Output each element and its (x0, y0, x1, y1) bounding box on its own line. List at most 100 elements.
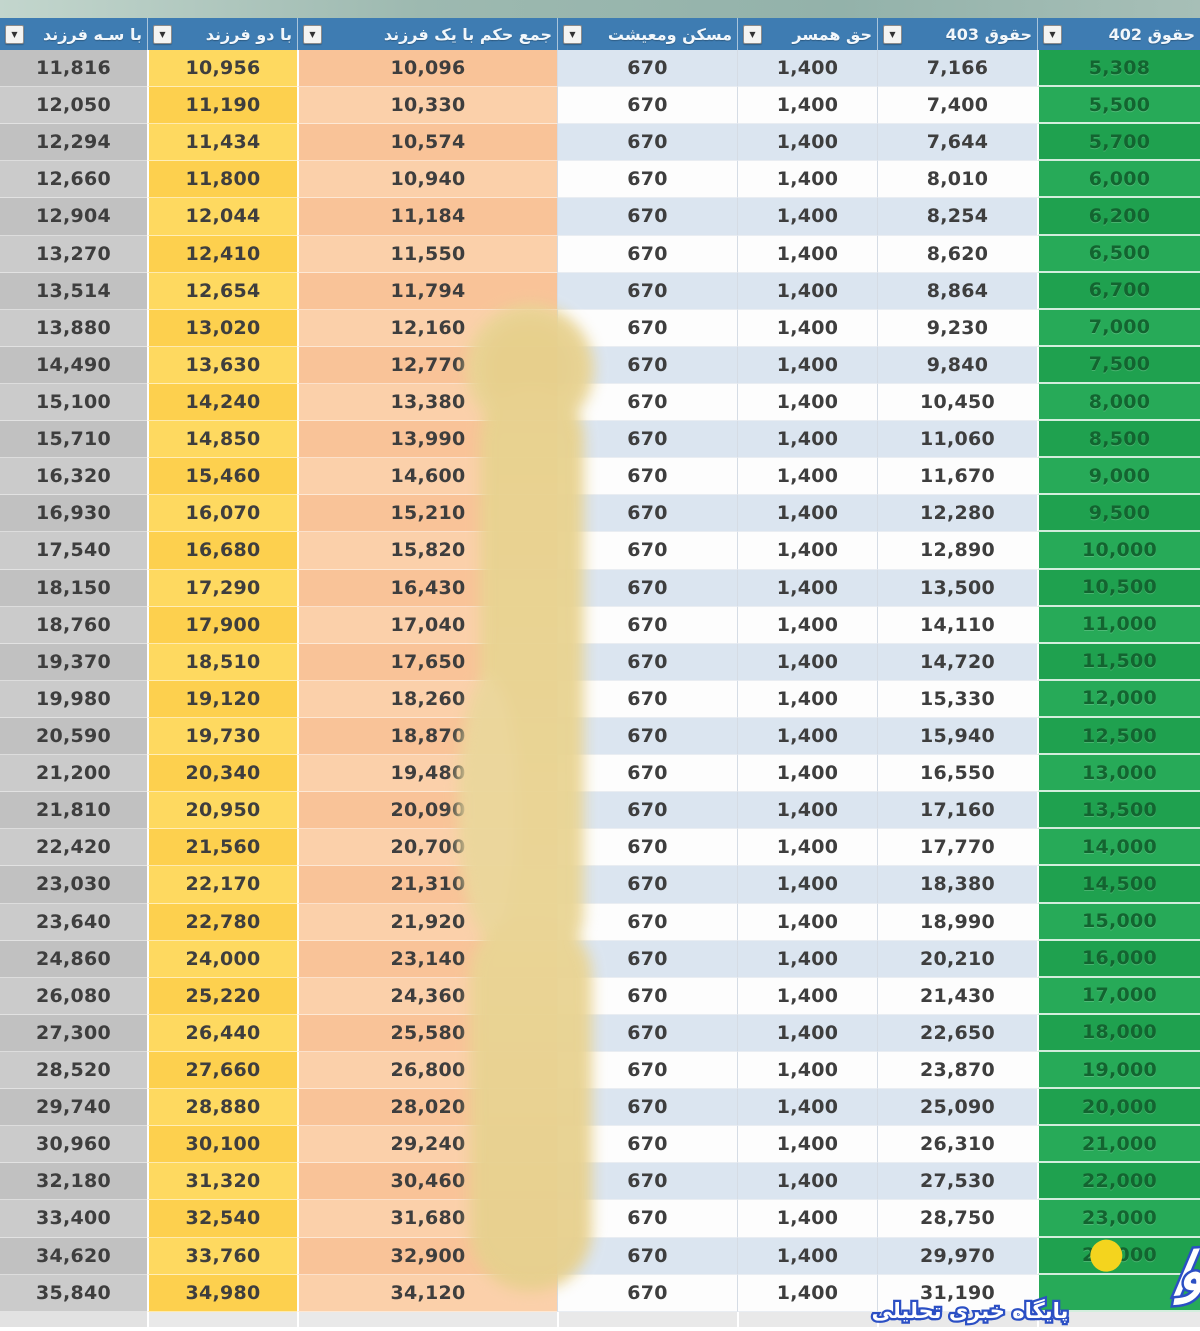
cell-r10-c0[interactable]: 15,100 (0, 383, 147, 422)
cell-r21-c2[interactable]: 20,090 (297, 792, 557, 830)
header-housing[interactable]: ▼ مسکن ومعیشت (557, 18, 737, 50)
cell-r17-c5[interactable]: 14,720 (877, 643, 1037, 681)
cell-r22-c0[interactable]: 22,420 (0, 829, 147, 867)
cell-r5-c5[interactable]: 8,254 (877, 198, 1037, 236)
cell-r1-c5[interactable]: 7,166 (877, 50, 1037, 88)
cell-r24-c3[interactable]: 670 (557, 903, 737, 941)
cell-r7-c1[interactable]: 12,654 (147, 272, 297, 310)
cell-r9-c2[interactable]: 12,770 (297, 346, 557, 384)
cell-r12-c2[interactable]: 14,600 (297, 458, 557, 496)
cell-r3-c3[interactable]: 670 (557, 124, 737, 162)
cell-r27-c6[interactable]: 18,000 (1037, 1014, 1200, 1052)
cell-r32-c1[interactable]: 32,540 (147, 1200, 297, 1238)
cell-r28-c5[interactable]: 23,870 (877, 1051, 1037, 1090)
cell-r33-c6[interactable]: 24,000 (1037, 1237, 1200, 1275)
cell-r11-c5[interactable]: 11,060 (877, 421, 1037, 459)
cell-r30-c4[interactable]: 1,400 (737, 1126, 877, 1164)
cell-r1-c3[interactable]: 670 (557, 50, 737, 88)
cell-r27-c5[interactable]: 22,650 (877, 1014, 1037, 1052)
cell-r25-c5[interactable]: 20,210 (877, 940, 1037, 978)
cell-r8-c6[interactable]: 7,000 (1037, 309, 1200, 347)
cell-r12-c6[interactable]: 9,000 (1037, 458, 1200, 496)
header-spouse-allowance[interactable]: ▼ حق همسر (737, 18, 877, 50)
cell-r18-c0[interactable]: 19,980 (0, 680, 147, 718)
cell-r27-c2[interactable]: 25,580 (297, 1014, 557, 1052)
cell-r5-c3[interactable]: 670 (557, 198, 737, 236)
cell-r24-c6[interactable]: 15,000 (1037, 903, 1200, 941)
cell-r29-c3[interactable]: 670 (557, 1089, 737, 1127)
cell-r32-c4[interactable]: 1,400 (737, 1200, 877, 1238)
cell-r10-c1[interactable]: 14,240 (147, 383, 297, 422)
cell-r28-c4[interactable]: 1,400 (737, 1051, 877, 1090)
filter-icon[interactable]: ▼ (743, 24, 762, 44)
cell-r13-c6[interactable]: 9,500 (1037, 495, 1200, 533)
cell-r15-c0[interactable]: 18,150 (0, 569, 147, 607)
cell-r6-c1[interactable]: 12,410 (147, 235, 297, 273)
cell-r32-c6[interactable]: 23,000 (1037, 1200, 1200, 1238)
cell-r10-c5[interactable]: 10,450 (877, 383, 1037, 422)
cell-r18-c3[interactable]: 670 (557, 680, 737, 718)
cell-r27-c3[interactable]: 670 (557, 1014, 737, 1052)
cell-r15-c2[interactable]: 16,430 (297, 569, 557, 607)
header-salary-403[interactable]: ▼ حقوق 403 (877, 18, 1037, 50)
cell-r15-c6[interactable]: 10,500 (1037, 569, 1200, 607)
cell-r3-c5[interactable]: 7,644 (877, 124, 1037, 162)
cell-r25-c2[interactable]: 23,140 (297, 940, 557, 978)
cell-r8-c0[interactable]: 13,880 (0, 309, 147, 347)
cell-r4-c5[interactable]: 8,010 (877, 161, 1037, 199)
cell-r15-c5[interactable]: 13,500 (877, 569, 1037, 607)
cell-r10-c6[interactable]: 8,000 (1037, 383, 1200, 422)
cell-r26-c4[interactable]: 1,400 (737, 977, 877, 1015)
cell-r8-c3[interactable]: 670 (557, 309, 737, 347)
cell-r30-c2[interactable]: 29,240 (297, 1126, 557, 1164)
cell-r2-c1[interactable]: 11,190 (147, 87, 297, 125)
cell-r17-c0[interactable]: 19,370 (0, 643, 147, 681)
cell-r25-c1[interactable]: 24,000 (147, 940, 297, 978)
cell-r21-c3[interactable]: 670 (557, 792, 737, 830)
cell-r9-c3[interactable]: 670 (557, 346, 737, 384)
cell-r31-c2[interactable]: 30,460 (297, 1163, 557, 1201)
cell-r32-c5[interactable]: 28,750 (877, 1200, 1037, 1238)
cell-r4-c6[interactable]: 6,000 (1037, 161, 1200, 199)
cell-r10-c3[interactable]: 670 (557, 383, 737, 422)
cell-r29-c4[interactable]: 1,400 (737, 1089, 877, 1127)
cell-r23-c2[interactable]: 21,310 (297, 866, 557, 904)
cell-r16-c6[interactable]: 11,000 (1037, 606, 1200, 644)
header-salary-402[interactable]: ▼ حقوق 402 (1037, 18, 1200, 50)
cell-r30-c0[interactable]: 30,960 (0, 1126, 147, 1164)
cell-r19-c3[interactable]: 670 (557, 717, 737, 756)
cell-r1-c1[interactable]: 10,956 (147, 50, 297, 88)
cell-r22-c2[interactable]: 20,700 (297, 829, 557, 867)
cell-r6-c6[interactable]: 6,500 (1037, 235, 1200, 273)
cell-r25-c3[interactable]: 670 (557, 940, 737, 978)
cell-r13-c2[interactable]: 15,210 (297, 495, 557, 533)
cell-r5-c6[interactable]: 6,200 (1037, 198, 1200, 236)
cell-r17-c4[interactable]: 1,400 (737, 643, 877, 681)
cell-r24-c0[interactable]: 23,640 (0, 903, 147, 941)
cell-r12-c1[interactable]: 15,460 (147, 458, 297, 496)
cell-r19-c1[interactable]: 19,730 (147, 717, 297, 756)
cell-r19-c5[interactable]: 15,940 (877, 717, 1037, 756)
cell-r31-c0[interactable]: 32,180 (0, 1163, 147, 1201)
cell-r16-c0[interactable]: 18,760 (0, 606, 147, 644)
cell-r13-c3[interactable]: 670 (557, 495, 737, 533)
cell-r31-c6[interactable]: 22,000 (1037, 1163, 1200, 1201)
cell-r11-c0[interactable]: 15,710 (0, 421, 147, 459)
cell-r2-c5[interactable]: 7,400 (877, 87, 1037, 125)
cell-r1-c4[interactable]: 1,400 (737, 50, 877, 88)
cell-r32-c2[interactable]: 31,680 (297, 1200, 557, 1238)
cell-r33-c1[interactable]: 33,760 (147, 1237, 297, 1275)
cell-r11-c3[interactable]: 670 (557, 421, 737, 459)
cell-r12-c5[interactable]: 11,670 (877, 458, 1037, 496)
cell-r30-c3[interactable]: 670 (557, 1126, 737, 1164)
cell-r33-c2[interactable]: 32,900 (297, 1237, 557, 1275)
cell-r25-c6[interactable]: 16,000 (1037, 940, 1200, 978)
cell-r12-c3[interactable]: 670 (557, 458, 737, 496)
cell-r6-c0[interactable]: 13,270 (0, 235, 147, 273)
cell-r18-c5[interactable]: 15,330 (877, 680, 1037, 718)
cell-r3-c1[interactable]: 11,434 (147, 124, 297, 162)
cell-r21-c5[interactable]: 17,160 (877, 792, 1037, 830)
cell-r23-c3[interactable]: 670 (557, 866, 737, 904)
cell-r4-c2[interactable]: 10,940 (297, 161, 557, 199)
cell-r22-c6[interactable]: 14,000 (1037, 829, 1200, 867)
